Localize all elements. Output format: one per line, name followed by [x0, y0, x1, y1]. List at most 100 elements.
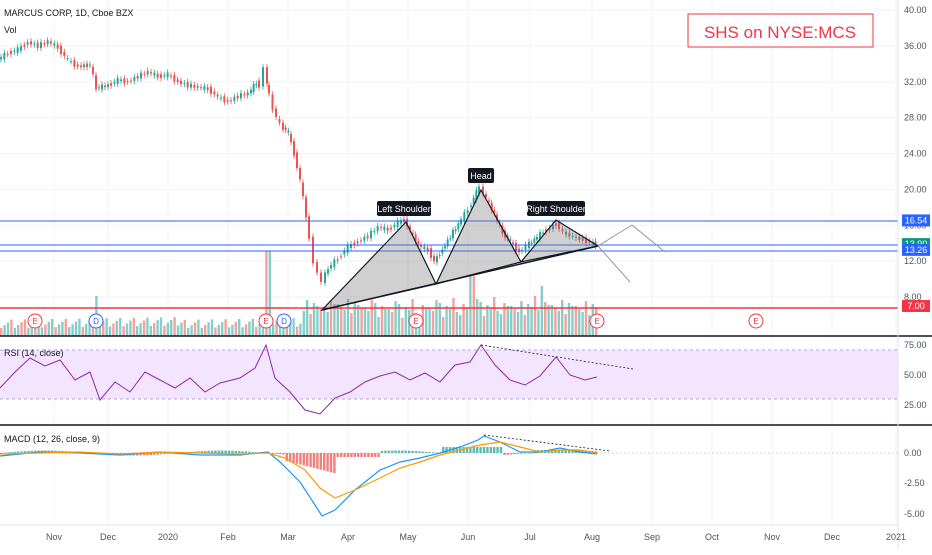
candle-body: [153, 72, 156, 76]
candle-body: [578, 236, 581, 240]
rsi-axis[interactable]: 75.00 50.00 25.00: [904, 340, 927, 410]
macd-hist-bar: [564, 450, 567, 453]
candle-body: [302, 182, 304, 197]
volume-bar: [302, 311, 305, 336]
time-tick-label: Dec: [824, 532, 841, 542]
rsi-tick-label: 50.00: [904, 370, 927, 380]
macd-tick-label: 0.00: [904, 448, 922, 458]
macd-hist-bar: [6, 452, 10, 453]
time-tick-label: Dec: [100, 532, 117, 542]
volume-bar: [523, 315, 526, 336]
event-marker-text: D: [93, 317, 99, 326]
candle-body: [86, 63, 88, 68]
time-axis[interactable]: Nov Dec 2020 Feb Mar Apr May Jun Jul Aug Sep Oct Nov…: [46, 532, 906, 542]
macd-hist-bar: [306, 453, 309, 467]
symbol-line[interactable]: MARCUS CORP, 1D, Cboe BZX: [4, 8, 133, 18]
volume-bar: [540, 286, 543, 336]
pattern-label-head-bg: [468, 168, 494, 183]
volume-bar: [486, 305, 489, 336]
event-marker-text: E: [263, 317, 268, 326]
candle-body: [393, 224, 396, 228]
candle-body: [305, 197, 307, 218]
event-marker[interactable]: E: [589, 313, 605, 329]
volume-bar: [112, 323, 115, 336]
macd-hist-bar: [452, 447, 455, 453]
volume-bar: [204, 325, 207, 336]
event-marker[interactable]: E: [258, 313, 274, 329]
macd-hist-bar: [595, 451, 598, 453]
volume-bar: [465, 307, 469, 336]
macd-hist-bar: [374, 453, 377, 457]
volume-bar: [251, 318, 254, 336]
macd-hist-bar: [346, 453, 350, 457]
macd-hist-bar: [248, 451, 251, 453]
candle-body: [126, 81, 129, 83]
candle-body: [33, 43, 36, 45]
candle-body: [233, 96, 236, 101]
rsi-label[interactable]: RSI (14, close): [4, 348, 64, 358]
volume-bar: [431, 311, 435, 336]
volume-bar: [357, 305, 360, 336]
candle-body: [36, 42, 39, 49]
volume-bar: [513, 309, 516, 336]
time-tick-label: 2021: [886, 532, 906, 542]
volume-bar: [391, 312, 394, 336]
volume-bar: [78, 318, 81, 336]
volume-bar: [68, 327, 71, 336]
macd-label[interactable]: MACD (12, 26, close, 9): [4, 434, 100, 444]
event-marker[interactable]: D: [88, 313, 104, 329]
candle-body: [312, 236, 314, 264]
time-tick-label: 2020: [158, 532, 178, 542]
candle-body: [76, 64, 79, 67]
candle-body: [380, 227, 382, 229]
macd-hist-bar: [428, 452, 431, 453]
macd-hist-bar: [462, 447, 465, 453]
macd-hist-bar: [292, 453, 295, 463]
candle-body: [282, 122, 284, 130]
candle-body: [363, 236, 366, 241]
macd-hist-bar: [530, 452, 533, 454]
macd-hist-bar: [493, 447, 496, 453]
macd-hist-bar: [149, 453, 152, 456]
macd-hist-bar: [496, 447, 499, 453]
candle-body: [66, 58, 69, 60]
volume-bar: [125, 323, 129, 336]
candle-body: [316, 262, 318, 273]
macd-hist-bar: [319, 453, 322, 470]
volume-bar: [231, 324, 234, 336]
macd-hist-bar: [561, 450, 564, 453]
macd-axis[interactable]: 0.00 -2.50 -5.00: [904, 448, 925, 519]
macd-hist-bar: [231, 450, 234, 453]
volume-bar: [452, 298, 455, 336]
candle-body: [268, 84, 270, 94]
volume-bar: [557, 311, 560, 336]
candle-body: [92, 66, 94, 75]
candle-body: [226, 99, 229, 102]
macd-hist-bar: [197, 451, 200, 453]
macd-hist-bar: [516, 453, 520, 454]
candle-body: [446, 239, 449, 247]
candle-body: [542, 232, 544, 234]
volume-bar: [360, 308, 363, 336]
volume-bar: [81, 326, 84, 336]
volume-bar: [27, 327, 30, 336]
volume-label[interactable]: Vol: [4, 25, 17, 35]
price-tick-label: 12.00: [904, 256, 927, 266]
candle-body: [493, 210, 496, 214]
candle-body: [186, 81, 189, 88]
macd-hist-bar: [3, 452, 6, 454]
volume-bar: [122, 326, 125, 336]
candle-body: [400, 220, 402, 224]
event-marker[interactable]: E: [748, 313, 764, 329]
price-axis[interactable]: 40.0036.0032.0028.0024.0020.0016.0012.00…: [904, 5, 927, 302]
event-marker[interactable]: E: [408, 313, 424, 329]
volume-bar: [44, 324, 47, 336]
pattern-label-left: Left Shoulder: [377, 201, 431, 216]
volume-bar: [367, 311, 370, 336]
candle-body: [293, 141, 295, 156]
macd-hist-bar: [244, 451, 248, 453]
candle-body: [230, 100, 232, 102]
event-marker[interactable]: D: [276, 313, 292, 329]
event-marker[interactable]: E: [27, 313, 43, 329]
